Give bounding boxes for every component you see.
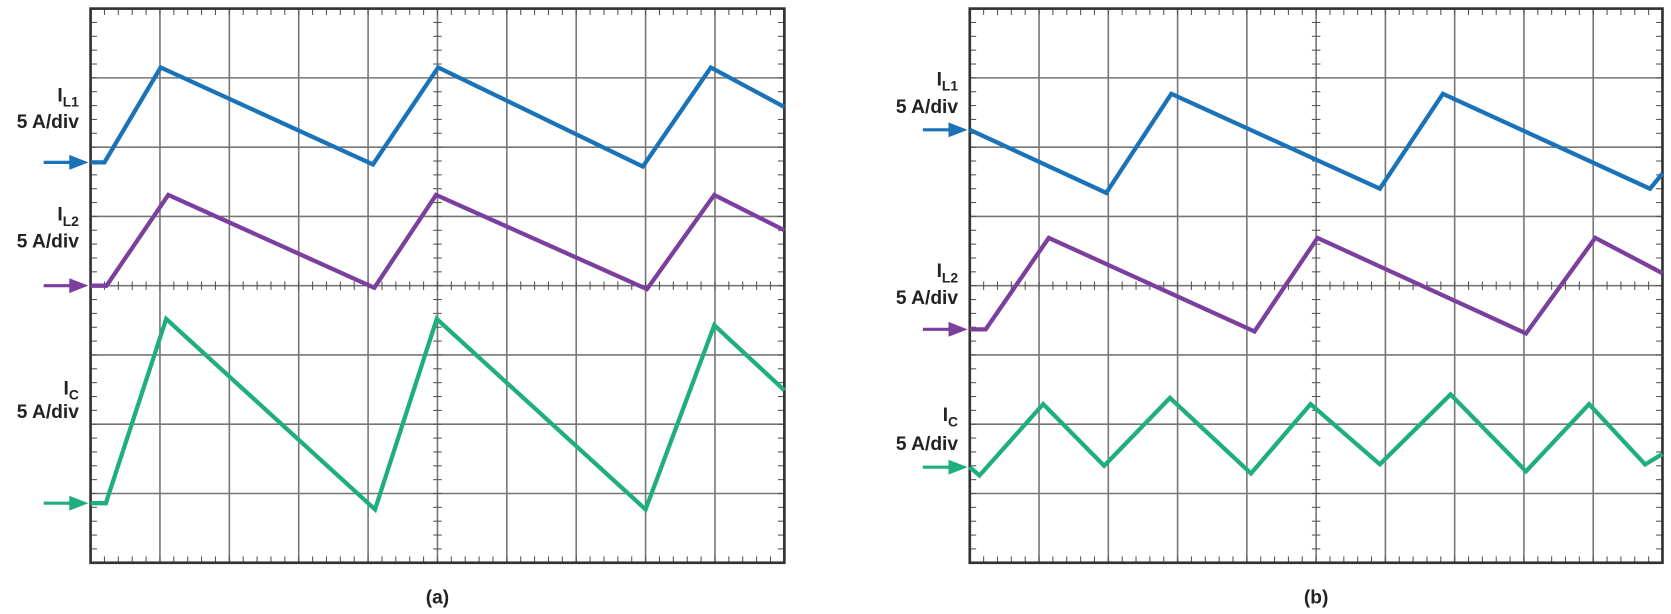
reference-arrow <box>922 459 968 475</box>
channel-subscript: L2 <box>942 269 958 285</box>
waveform <box>90 64 786 170</box>
plot-area <box>89 7 786 565</box>
channel-subscript: C <box>69 387 79 403</box>
arrow-head <box>948 459 968 475</box>
channel-scale: 5 A/div <box>17 402 79 423</box>
channel-scale: 5 A/div <box>17 112 79 133</box>
waveform <box>90 192 786 292</box>
channel-symbol: I <box>937 261 942 282</box>
arrow-head <box>69 278 89 294</box>
channel-subscript: L1 <box>63 94 79 110</box>
arrow-head <box>69 154 89 170</box>
channel-symbol: I <box>57 85 62 106</box>
reference-arrow <box>43 278 89 294</box>
waveform <box>90 315 786 514</box>
waveform <box>968 391 1664 479</box>
waveform <box>968 91 1665 196</box>
channel-symbol: I <box>943 405 948 426</box>
waveform <box>969 235 1664 337</box>
channel-scale: 5 A/div <box>17 231 79 252</box>
plot-frame <box>968 7 1664 565</box>
channel-label: IC <box>64 378 79 402</box>
channel-scale: 5 A/div <box>896 288 958 309</box>
reference-arrow <box>43 495 89 511</box>
channel-label: IL2 <box>57 205 79 229</box>
arrow-head <box>69 495 89 511</box>
channel-subscript: C <box>948 413 958 429</box>
channel-symbol: I <box>64 378 69 399</box>
channel-scale: 5 A/div <box>896 434 958 455</box>
panel-caption: (a) <box>426 587 449 608</box>
channel-label: IC <box>943 405 958 429</box>
reference-arrow <box>922 122 968 138</box>
arrow-head <box>948 321 968 337</box>
reference-arrow <box>922 321 968 337</box>
channel-subscript: L1 <box>942 78 958 94</box>
channel-symbol: I <box>57 205 62 226</box>
channel-label: IL1 <box>937 69 959 93</box>
panel-caption: (b) <box>1304 587 1328 608</box>
reference-arrow <box>43 154 89 170</box>
channel-label: IL2 <box>937 261 959 285</box>
arrow-head <box>948 122 968 138</box>
channel-symbol: I <box>937 69 942 90</box>
channel-label: IL1 <box>57 85 79 109</box>
channel-scale: 5 A/div <box>896 97 958 118</box>
channel-subscript: L2 <box>63 213 79 229</box>
